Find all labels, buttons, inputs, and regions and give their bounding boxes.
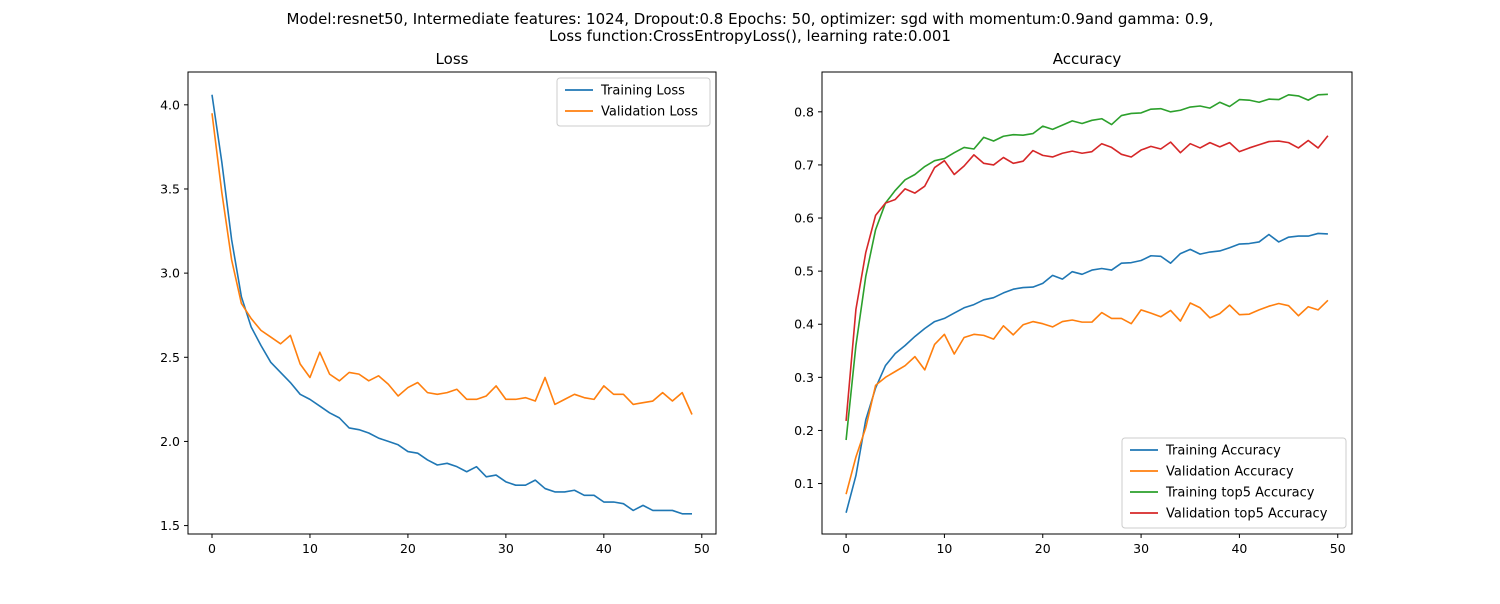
- accuracy-y-tick-label: 0.2: [794, 423, 814, 438]
- accuracy-panel: Accuracy 0 10 20 30 40 50 0.1 0.2 0.3 0.4 0.5 0.6 0.7…: [794, 50, 1353, 556]
- validation-loss-legend-label: Validation Loss: [601, 105, 698, 120]
- loss-y-tick-label: 1.5: [160, 518, 180, 533]
- validation-loss-line: [211, 113, 693, 415]
- accuracy-y-tick-label: 0.8: [794, 104, 814, 119]
- training-loss-line: [211, 94, 692, 515]
- loss-y-tick-label: 2.5: [160, 350, 180, 365]
- accuracy-y-tick-label: 0.4: [794, 317, 814, 332]
- suptitle-line-2: Loss function:CrossEntropyLoss(), learni…: [549, 27, 951, 45]
- loss-x-tick-label: 30: [498, 541, 514, 556]
- accuracy-y-tick-label: 0.6: [794, 211, 814, 226]
- accuracy-x-tick-label: 0: [842, 541, 850, 556]
- accuracy-legend-box: [1121, 437, 1347, 529]
- validation-accuracy-line: [845, 299, 1329, 495]
- validation-accuracy-legend-label: Validation Accuracy: [1166, 465, 1294, 480]
- accuracy-y-tick-label: 0.5: [794, 264, 814, 279]
- validation-top5-accuracy-line: [845, 135, 1329, 421]
- loss-x-tick-label: 50: [694, 541, 710, 556]
- loss-x-tick-label: 10: [302, 541, 318, 556]
- training-top5-accuracy-legend-label: Training top5 Accuracy: [1165, 486, 1315, 501]
- accuracy-y-tick-label: 0.7: [794, 157, 814, 172]
- accuracy-x-tick-label: 30: [1133, 541, 1149, 556]
- accuracy-x-tick-label: 40: [1231, 541, 1247, 556]
- loss-x-tick-label: 20: [400, 541, 416, 556]
- accuracy-y-tick-label: 0.3: [794, 370, 814, 385]
- training-accuracy-line: [845, 232, 1328, 513]
- loss-y-tick-label: 3.0: [160, 266, 180, 281]
- training-top5-accuracy-line: [845, 93, 1328, 441]
- loss-y-tick-label: 3.5: [160, 181, 180, 196]
- loss-y-tick-label: 4.0: [160, 97, 180, 112]
- loss-panel: Loss 0 10 20 30 40 50 1.5 2.0 2.5 3.0 3.5 4.0 Trainin…: [160, 50, 717, 556]
- accuracy-y-tick-label: 0.1: [794, 476, 814, 491]
- accuracy-axes-frame: [821, 71, 1353, 535]
- loss-legend: Training Loss Validation Loss: [556, 77, 711, 127]
- loss-x-tick-label: 40: [596, 541, 612, 556]
- accuracy-x-tick-label: 10: [936, 541, 952, 556]
- loss-chart-title: Loss: [436, 50, 469, 68]
- accuracy-chart-title: Accuracy: [1053, 50, 1122, 68]
- validation-top5-accuracy-legend-label: Validation top5 Accuracy: [1166, 507, 1328, 522]
- loss-legend-box: [556, 77, 711, 127]
- loss-axes-frame: [187, 71, 717, 535]
- suptitle-line-1: Model:resnet50, Intermediate features: 1…: [287, 10, 1214, 28]
- loss-x-tick-label: 0: [208, 541, 216, 556]
- accuracy-x-tick-label: 50: [1330, 541, 1346, 556]
- loss-y-tick-label: 2.0: [160, 434, 180, 449]
- accuracy-legend: Training Accuracy Validation Accuracy Trai…: [1121, 437, 1347, 529]
- accuracy-x-tick-label: 20: [1035, 541, 1051, 556]
- training-accuracy-legend-label: Training Accuracy: [1165, 444, 1281, 459]
- training-loss-legend-label: Training Loss: [600, 84, 685, 99]
